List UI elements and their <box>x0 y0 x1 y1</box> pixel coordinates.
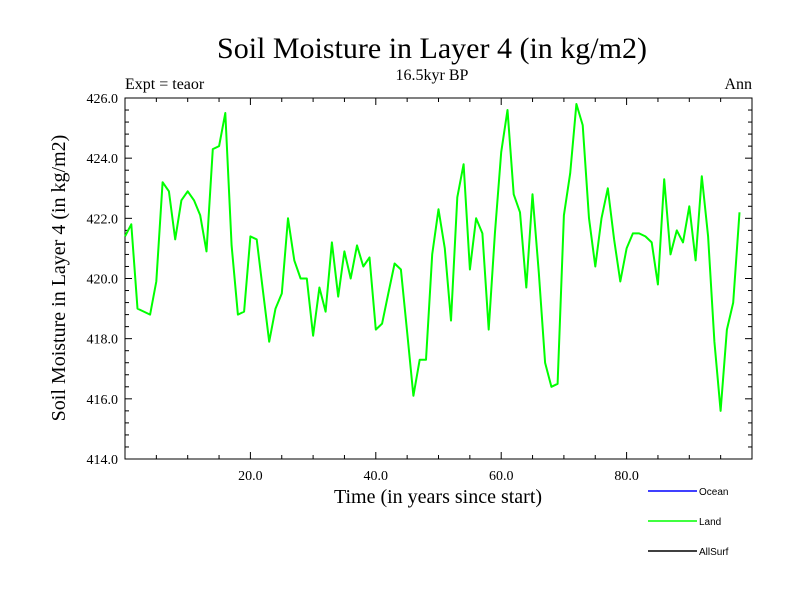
x-axis: 20.0 40.0 60.0 80.0 <box>155 98 722 484</box>
y-tick-label: 416.0 <box>87 393 119 408</box>
x-tick-label: 80.0 <box>614 469 639 484</box>
y-tick-label: 418.0 <box>87 333 119 348</box>
y-tick-label: 420.0 <box>87 273 119 288</box>
legend-label-land: Land <box>699 517 721 528</box>
y-axis: 414.0 416.0 418.0 420.0 422.0 424.0 426.0 <box>87 92 752 468</box>
season-label: Ann <box>724 76 752 93</box>
legend-label-ocean: Ocean <box>699 487 728 498</box>
y-tick-label: 414.0 <box>87 453 119 468</box>
y-axis-label: Soil Moisture in Layer 4 (in kg/m2) <box>48 135 70 422</box>
legend-label-allsurf: AllSurf <box>699 547 729 558</box>
experiment-label: Expt = teaor <box>125 76 205 93</box>
chart-subtitle: 16.5kyr BP <box>396 67 469 84</box>
x-tick-label: 40.0 <box>364 469 389 484</box>
chart-title: Soil Moisture in Layer 4 (in kg/m2) <box>217 32 647 65</box>
plot-lines <box>124 103 741 412</box>
x-axis-label: Time (in years since start) <box>334 486 542 508</box>
y-tick-label: 422.0 <box>87 212 119 227</box>
series-line-land <box>124 103 741 412</box>
legend: Ocean Land AllSurf <box>648 487 729 558</box>
x-tick-label: 20.0 <box>238 469 263 484</box>
y-tick-label: 426.0 <box>87 92 119 107</box>
x-tick-label: 60.0 <box>489 469 514 484</box>
y-tick-label: 424.0 <box>87 152 119 167</box>
